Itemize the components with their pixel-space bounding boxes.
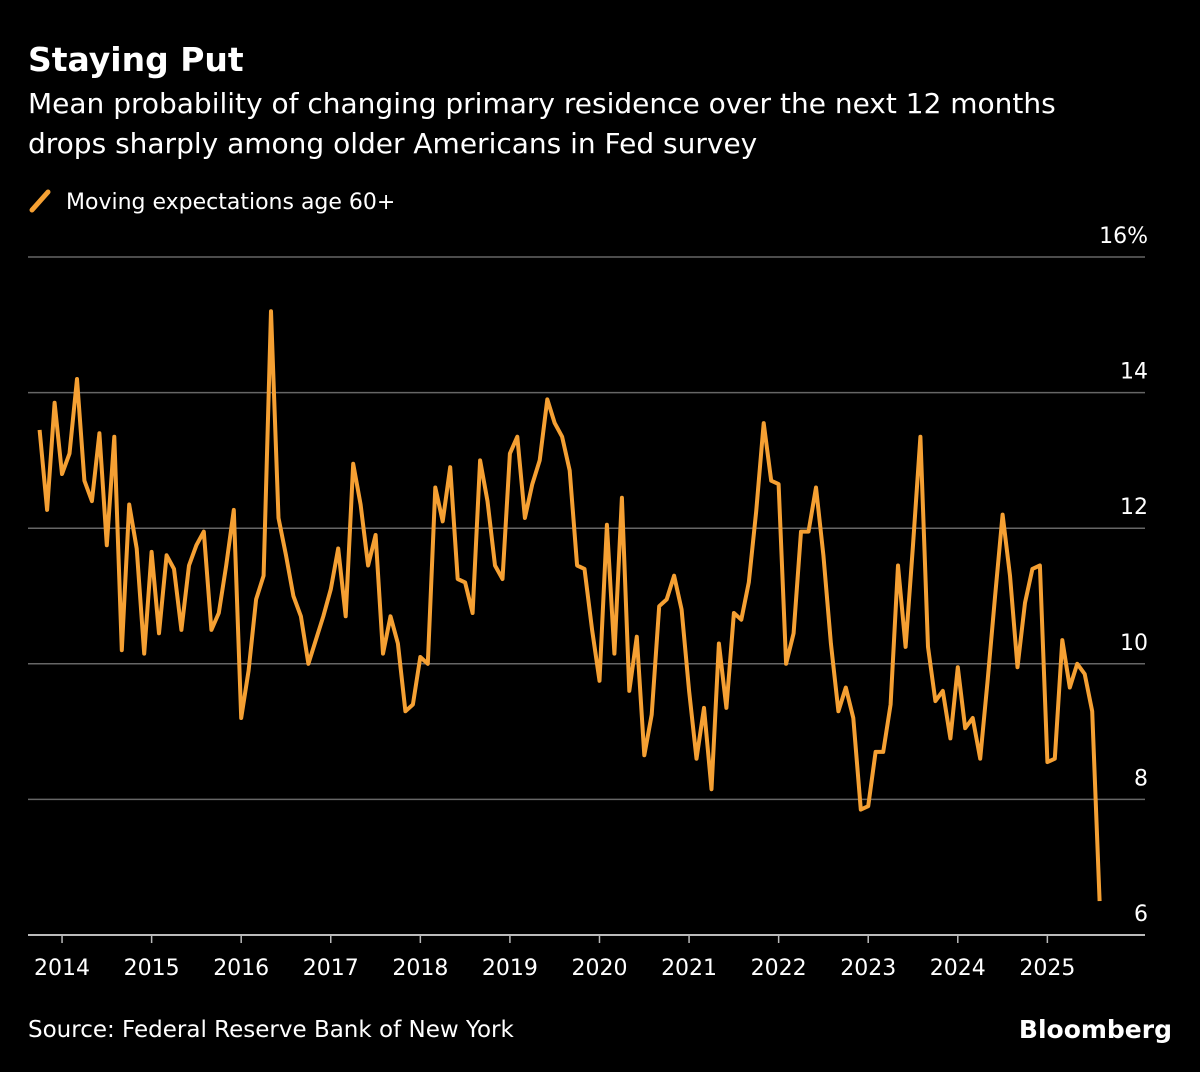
chart-subtitle: Mean probability of changing primary res…: [28, 87, 1056, 160]
x-tick-label: 2018: [392, 956, 448, 981]
y-tick-label: 14: [1120, 360, 1148, 385]
y-tick-label: 12: [1120, 495, 1148, 520]
x-tick-label: 2017: [303, 956, 359, 981]
x-tick-label: 2019: [482, 956, 538, 981]
legend-swatch: [29, 189, 51, 213]
x-tick-label: 2023: [840, 956, 896, 981]
x-tick-label: 2016: [213, 956, 269, 981]
y-tick-label: 16%: [1099, 224, 1148, 249]
x-tick-label: 2020: [571, 956, 627, 981]
x-tick-label: 2022: [751, 956, 807, 981]
x-tick-label: 2024: [930, 956, 986, 981]
legend-label: Moving expectations age 60+: [66, 190, 395, 215]
y-tick-label: 8: [1134, 766, 1148, 791]
x-tick-label: 2015: [124, 956, 180, 981]
y-tick-label: 6: [1134, 902, 1148, 927]
y-tick-label: 10: [1120, 631, 1148, 656]
brand: Bloomberg: [1018, 1015, 1172, 1044]
series-line: [37, 309, 1102, 902]
chart-title: Staying Put: [28, 40, 244, 79]
x-tick-label: 2021: [661, 956, 717, 981]
x-tick-label: 2014: [34, 956, 90, 981]
source-note: Source: Federal Reserve Bank of New York: [28, 1017, 514, 1043]
x-tick-label: 2025: [1019, 956, 1075, 981]
